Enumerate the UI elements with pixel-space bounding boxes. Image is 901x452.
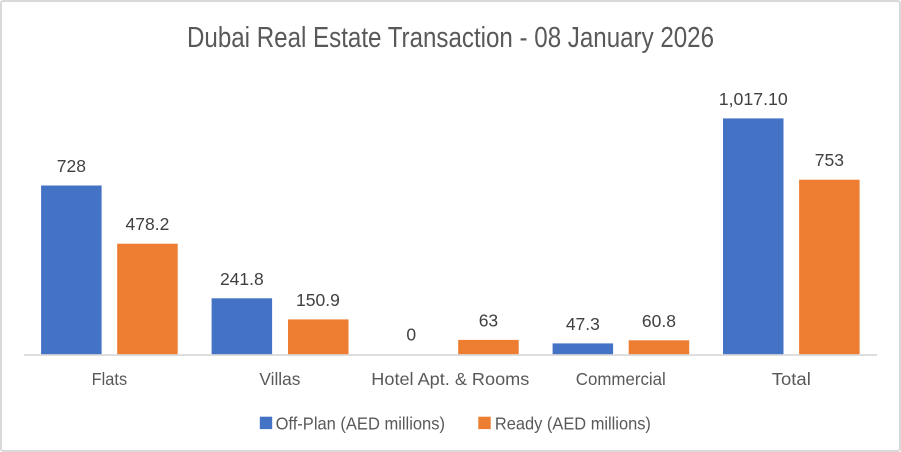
svg-text:Ready (AED millions): Ready (AED millions) — [495, 413, 651, 433]
svg-text:1,017.10: 1,017.10 — [719, 89, 788, 109]
svg-text:Flats: Flats — [92, 369, 128, 389]
svg-text:Commercial: Commercial — [576, 369, 666, 389]
svg-text:47.3: 47.3 — [566, 314, 600, 334]
svg-text:60.8: 60.8 — [642, 311, 676, 331]
svg-text:Hotel Apt. & Rooms: Hotel Apt. & Rooms — [371, 369, 529, 389]
svg-text:63: 63 — [479, 310, 498, 330]
svg-text:728: 728 — [57, 156, 86, 176]
svg-text:Villas: Villas — [259, 369, 300, 389]
svg-text:478.2: 478.2 — [126, 214, 170, 234]
svg-text:150.9: 150.9 — [296, 290, 340, 310]
svg-text:0: 0 — [406, 325, 416, 345]
svg-text:Total: Total — [772, 369, 811, 389]
svg-text:241.8: 241.8 — [220, 269, 264, 289]
svg-text:Dubai Real Estate Transaction: Dubai Real Estate Transaction - 08 Janua… — [187, 22, 714, 54]
svg-text:Off-Plan (AED millions): Off-Plan (AED millions) — [276, 413, 445, 433]
svg-text:753: 753 — [815, 150, 844, 170]
